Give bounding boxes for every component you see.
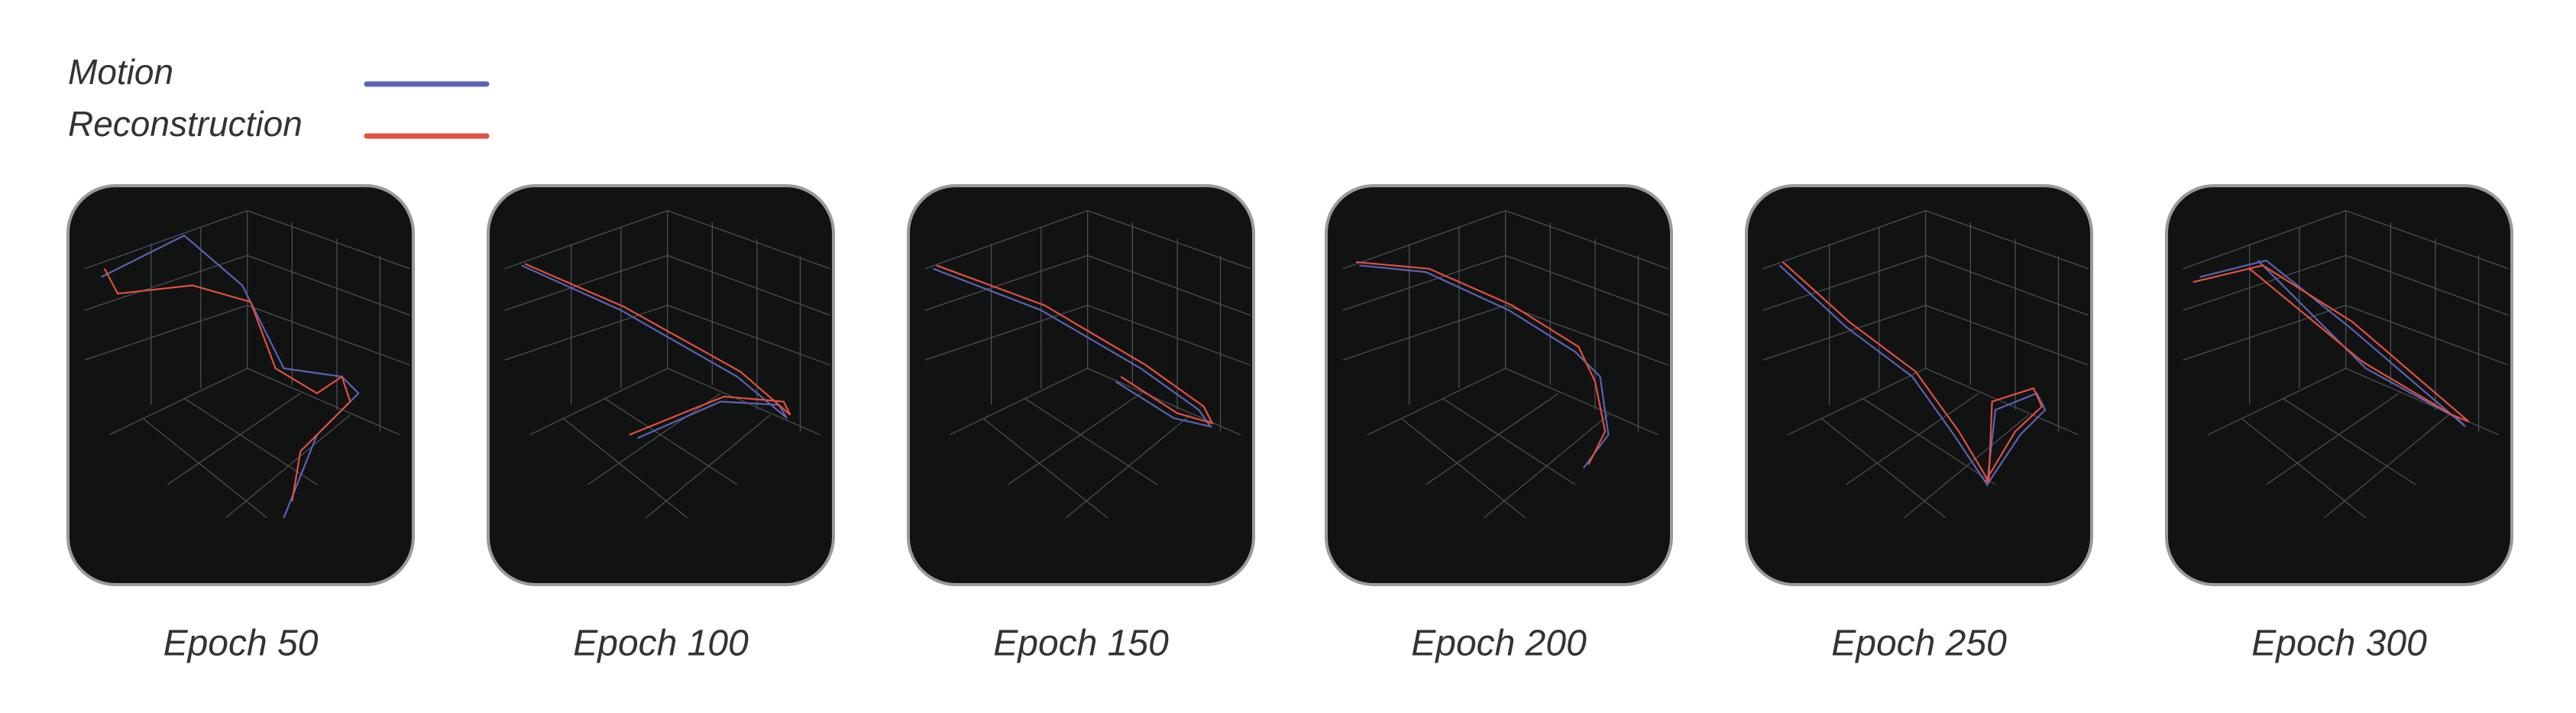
motion-trajectory: [1359, 264, 1610, 469]
panel-caption: Epoch 150: [993, 624, 1169, 664]
plot-3d: [1342, 209, 1668, 519]
plot-3d: [504, 209, 830, 519]
panel-background: [907, 184, 1255, 586]
reconstruction-trajectory: [1356, 261, 1607, 465]
axis-grid: [504, 209, 830, 519]
panel-caption: Epoch 100: [573, 624, 749, 664]
axis-grid: [1342, 209, 1668, 519]
axis-grid: [84, 209, 410, 519]
plot-panel: [2165, 184, 2513, 586]
legend-label: Reconstruction: [68, 104, 303, 144]
reconstruction-trajectory: [524, 263, 791, 436]
plot-panel: [66, 184, 415, 586]
reconstruction-trajectory: [103, 268, 351, 502]
plot-panel: [487, 184, 835, 586]
reconstruction-trajectory: [1782, 261, 2044, 485]
plot-panel: [1745, 184, 2093, 586]
panel-background: [1325, 184, 1673, 586]
panel-caption: Epoch 200: [1411, 624, 1587, 664]
motion-trajectory: [933, 267, 1212, 428]
axis-grid: [1762, 209, 2089, 519]
plot-3d: [2183, 209, 2509, 519]
panel-caption: Epoch 250: [1831, 624, 2007, 664]
axis-grid: [924, 209, 1251, 519]
plot-panel: [907, 184, 1255, 586]
panel-caption: Epoch 300: [2251, 624, 2427, 664]
plot-panel: [1325, 184, 1673, 586]
legend-label: Motion: [68, 52, 173, 92]
motion-trajectory: [2199, 259, 2466, 427]
axis-grid: [2183, 209, 2509, 519]
reconstruction-trajectory: [936, 264, 1214, 425]
motion-trajectory: [1778, 264, 2047, 488]
plot-3d: [1762, 209, 2089, 519]
panel-background: [2165, 184, 2513, 586]
panel-background: [487, 184, 835, 586]
panel-background: [66, 184, 415, 586]
plot-3d: [84, 209, 410, 519]
plot-3d: [924, 209, 1251, 519]
reconstruction-trajectory: [2193, 264, 2470, 423]
motion-trajectory: [521, 264, 788, 439]
panel-caption: Epoch 50: [163, 624, 319, 664]
